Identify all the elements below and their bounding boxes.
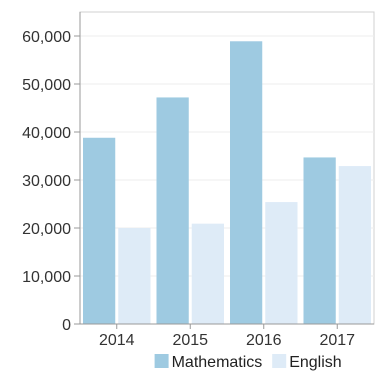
legend-swatch-mathematics xyxy=(154,354,169,368)
bars xyxy=(83,41,371,324)
axes: 0 10,000 20,000 30,000 40,000 50,000 60,000 201… xyxy=(22,12,374,349)
legend-swatch-english xyxy=(272,354,287,368)
x-tick-label: 2015 xyxy=(172,332,208,349)
y-tick-label: 0 xyxy=(62,317,71,334)
bar-english-2015 xyxy=(191,223,224,324)
bar-english-2014 xyxy=(118,228,151,324)
legend-label-mathematics: Mathematics xyxy=(172,354,263,371)
x-tick-label: 2014 xyxy=(99,332,135,349)
y-tick-label: 40,000 xyxy=(22,125,71,142)
bar-english-2017 xyxy=(338,166,371,324)
y-tick-label: 60,000 xyxy=(22,29,71,46)
x-tick-label: 2017 xyxy=(319,332,355,349)
y-tick-label: 20,000 xyxy=(22,221,71,238)
y-tick-label: 10,000 xyxy=(22,269,71,286)
y-tick-label: 50,000 xyxy=(22,77,71,94)
legend-label-english: English xyxy=(289,354,341,371)
bar-mathematics-2016 xyxy=(230,41,263,324)
y-tick-label: 30,000 xyxy=(22,173,71,190)
bar-mathematics-2014 xyxy=(83,137,116,324)
bar-english-2016 xyxy=(265,202,298,324)
legend: Mathematics English xyxy=(154,354,342,371)
bar-mathematics-2017 xyxy=(303,157,336,324)
bar-mathematics-2015 xyxy=(156,97,189,324)
x-tick-label: 2016 xyxy=(246,332,282,349)
